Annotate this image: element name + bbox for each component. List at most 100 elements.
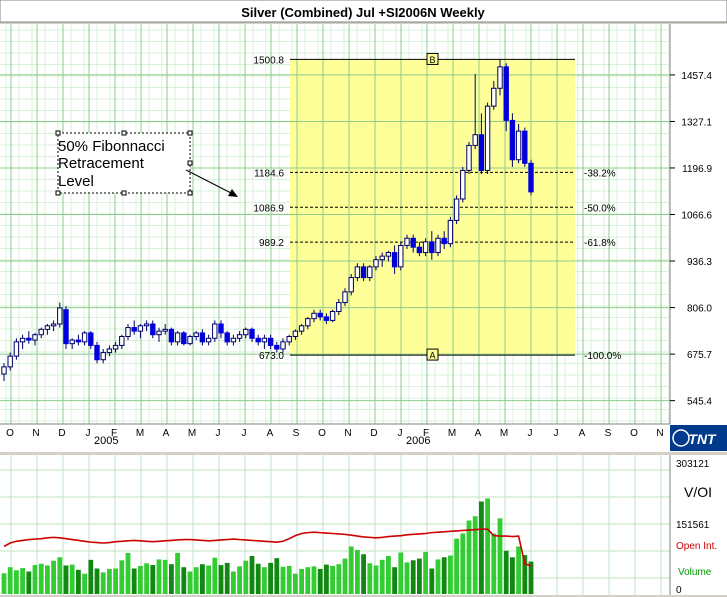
month-label: O	[6, 428, 14, 439]
annotation-handles[interactable]	[55, 130, 193, 196]
volume-bar	[69, 564, 75, 594]
volume-bar	[63, 565, 69, 594]
month-label: J	[398, 428, 403, 439]
candle	[391, 252, 398, 268]
month-label: O	[630, 428, 638, 439]
candle	[274, 344, 280, 350]
candle	[131, 327, 137, 332]
resize-handle[interactable]	[55, 130, 61, 136]
candle	[509, 119, 516, 161]
candle	[224, 332, 230, 343]
candle	[472, 134, 478, 146]
volume-bar	[268, 562, 273, 594]
fib-marker-b[interactable]	[426, 52, 439, 65]
price-tick-label: 1066.6	[681, 211, 712, 222]
candle	[515, 130, 522, 161]
volume-bar	[460, 533, 466, 594]
fib-low-label: 673.0	[259, 351, 284, 362]
fib-marker-a[interactable]	[426, 348, 439, 361]
candle	[286, 336, 292, 343]
month-label: A	[475, 428, 482, 439]
volume-bar	[441, 557, 447, 594]
candle	[379, 255, 385, 261]
candle	[38, 328, 44, 336]
month-label: D	[58, 428, 65, 439]
fibonacci-lines: 1500.8 673.0 -100.0% 1184.6 -38.2% 1086.9 -50.…	[253, 52, 621, 362]
resize-handle[interactable]	[121, 190, 127, 196]
resize-handle[interactable]	[55, 190, 61, 196]
volume-bar	[522, 555, 528, 594]
candle	[261, 337, 268, 343]
resize-handle[interactable]	[121, 130, 127, 136]
candle	[125, 327, 131, 338]
candle	[360, 266, 367, 279]
legend-volume: Volume	[678, 567, 712, 578]
price-panel: 1500.8 673.0 -100.0% 1184.6 -38.2% 1086.9 -50.…	[0, 24, 727, 424]
volume-bar	[243, 560, 249, 594]
candle	[249, 328, 255, 339]
volume-bar	[330, 565, 335, 594]
resize-handle[interactable]	[187, 190, 193, 196]
volume-bar	[200, 564, 205, 594]
month-label: N	[344, 428, 351, 439]
candle	[255, 337, 261, 343]
logo-bg	[670, 425, 727, 451]
month-label: M	[500, 428, 508, 439]
candle	[26, 337, 32, 341]
price-tick-label: 806.0	[687, 304, 712, 315]
volume-bar	[404, 562, 410, 594]
volume-bar	[193, 567, 199, 594]
volume-bar	[45, 565, 50, 594]
volume-bar	[311, 566, 317, 594]
volume-bar	[485, 498, 490, 594]
candle	[348, 277, 354, 293]
candle	[435, 237, 441, 254]
volume-bar	[491, 533, 497, 594]
candle	[522, 130, 528, 164]
candle	[112, 344, 119, 350]
candle	[503, 66, 509, 121]
candle	[199, 332, 206, 343]
volume-bar	[299, 568, 304, 594]
resize-handle[interactable]	[187, 160, 193, 166]
month-label: A	[267, 428, 274, 439]
volume-bar	[466, 520, 472, 594]
annotation-line-3: Level	[58, 173, 94, 190]
volume-bar	[355, 549, 360, 594]
fibonacci-annotation[interactable]: 50% Fibonnacci Retracement Level	[55, 130, 238, 197]
fib-level-pct: -38.2%	[584, 168, 616, 179]
month-label: D	[370, 428, 377, 439]
chart-title: Silver (Combined) Jul +SI2006N Weekly	[241, 5, 485, 20]
fib-level-label: 1184.6	[254, 168, 284, 179]
volume-bar	[7, 567, 13, 594]
candle	[50, 323, 57, 327]
resize-handle[interactable]	[187, 130, 193, 136]
candle	[267, 337, 274, 346]
arrow-head-icon	[228, 189, 238, 197]
month-label: F	[111, 428, 117, 439]
annotation-box[interactable]	[57, 132, 191, 194]
candle	[57, 307, 63, 325]
volume-bar	[255, 563, 261, 594]
volume-bar	[144, 563, 149, 594]
fib-level-label: 989.2	[259, 238, 284, 249]
month-label: J	[528, 428, 533, 439]
month-label: A	[163, 428, 170, 439]
volume-bar	[138, 565, 143, 594]
volume-bar	[212, 557, 218, 594]
candle	[81, 332, 88, 343]
volume-bar	[14, 570, 19, 594]
month-label: S	[605, 428, 612, 439]
volume-bar	[26, 571, 32, 594]
volume-bar	[94, 568, 100, 594]
open-interest-line	[3, 528, 532, 567]
volume-bar	[324, 564, 329, 594]
candle	[484, 105, 491, 171]
fib-marker-a-label: A	[429, 351, 435, 361]
fib-marker-b-label: B	[429, 55, 435, 65]
month-label: S	[293, 428, 300, 439]
volume-bar	[497, 518, 503, 594]
fib-low-pct: -100.0%	[584, 351, 621, 362]
volume-bar	[125, 552, 131, 594]
price-axis-bg	[670, 24, 727, 424]
